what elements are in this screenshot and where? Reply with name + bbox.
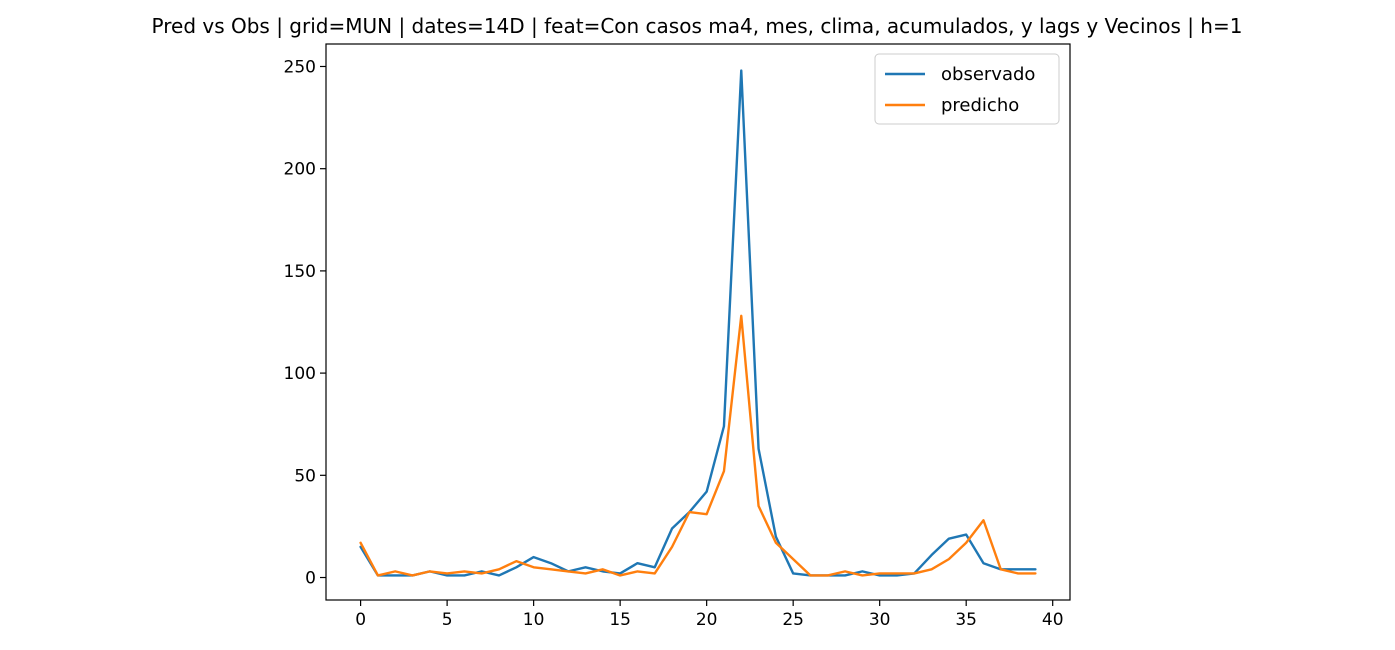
series-lines — [359, 69, 1037, 577]
legend-label: predicho — [941, 95, 1019, 116]
y-tick-label: 250 — [284, 57, 316, 77]
axis-ticks: 0 5 10 15 20 25 30 35 40 0 50 100 150 200 250 — [284, 57, 1064, 630]
y-tick-label: 100 — [284, 364, 316, 384]
x-tick-label: 40 — [1042, 610, 1064, 630]
y-tick-label: 0 — [305, 569, 316, 589]
x-tick-label: 15 — [609, 610, 631, 630]
x-tick-label: 0 — [355, 610, 366, 630]
legend-box — [874, 53, 1060, 125]
x-tick-label: 35 — [955, 610, 977, 630]
series-line-observado — [359, 69, 1037, 577]
x-tick-label: 30 — [869, 610, 891, 630]
y-tick-label: 50 — [294, 466, 316, 486]
x-tick-label: 25 — [782, 610, 804, 630]
x-tick-label: 20 — [696, 610, 718, 630]
plot-area — [325, 43, 1071, 601]
legend: observado predicho — [874, 53, 1060, 125]
x-tick-label: 10 — [523, 610, 545, 630]
series-line-predicho — [359, 314, 1037, 577]
chart-title: Pred vs Obs | grid=MUN | dates=14D | fea… — [152, 14, 1243, 38]
legend-label: observado — [941, 64, 1035, 85]
y-tick-label: 200 — [284, 160, 316, 180]
y-tick-label: 150 — [284, 262, 316, 282]
x-tick-label: 5 — [442, 610, 453, 630]
